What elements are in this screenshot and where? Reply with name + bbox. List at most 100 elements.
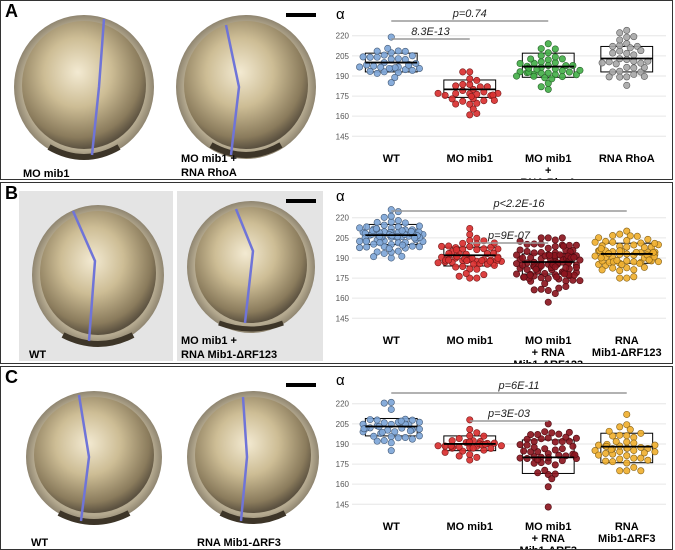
data-point	[576, 277, 584, 285]
data-point	[623, 438, 631, 446]
x-category-label: RNA RhoA	[520, 177, 576, 179]
data-point	[623, 467, 631, 475]
data-point	[394, 247, 402, 255]
x-category-label: MO mib1	[447, 153, 493, 165]
data-point	[366, 53, 374, 61]
data-point	[530, 72, 538, 80]
data-point	[380, 51, 388, 59]
data-point	[445, 256, 453, 264]
data-point	[630, 64, 638, 72]
data-point	[551, 236, 559, 244]
data-point	[551, 242, 559, 250]
data-point	[605, 427, 613, 435]
data-point	[394, 217, 402, 225]
data-point	[520, 447, 528, 455]
data-point	[452, 100, 460, 108]
data-point	[616, 36, 624, 44]
data-point	[473, 240, 481, 248]
data-point	[565, 428, 573, 436]
data-point	[372, 225, 380, 233]
data-point	[356, 63, 364, 71]
data-point	[544, 234, 552, 242]
data-point	[534, 431, 542, 439]
scale-bar	[286, 383, 316, 387]
data-point	[616, 467, 624, 475]
y-tick-label: 145	[336, 500, 350, 509]
data-point	[359, 53, 367, 61]
data-point	[651, 441, 659, 449]
data-point	[630, 51, 638, 59]
x-category-label: Mib1-ΔRF123	[592, 347, 662, 359]
data-point	[636, 259, 644, 267]
y-tick-label: 175	[336, 92, 350, 101]
data-point	[494, 245, 502, 253]
data-point	[569, 61, 577, 69]
panel-label: B	[5, 183, 18, 203]
data-point	[455, 435, 463, 443]
data-point	[415, 243, 423, 251]
data-point	[415, 418, 423, 426]
data-point	[548, 75, 556, 83]
data-point	[370, 253, 378, 261]
data-point	[616, 73, 624, 81]
embryo-image-2	[187, 391, 319, 524]
data-point	[548, 429, 556, 437]
data-point	[448, 437, 456, 445]
data-point	[555, 430, 563, 438]
data-point	[373, 437, 381, 445]
data-point	[544, 503, 552, 511]
data-point	[406, 427, 414, 435]
data-point	[640, 449, 648, 457]
data-point	[530, 286, 538, 294]
embryo-image-2	[187, 201, 315, 333]
x-category-label: RNA	[615, 521, 639, 533]
data-point	[466, 265, 474, 273]
data-point	[513, 260, 521, 268]
data-point	[519, 254, 527, 262]
embryo-image-1	[26, 391, 162, 525]
data-point	[473, 429, 481, 437]
data-point	[595, 441, 603, 449]
data-point	[480, 97, 488, 105]
data-point	[541, 280, 549, 288]
data-point	[366, 416, 374, 424]
data-point	[408, 242, 416, 250]
data-point	[626, 44, 634, 52]
data-point	[644, 235, 652, 243]
panel-b: B WT MO mib1 + RNA Mib1-ΔRF123 145 160 175…	[0, 182, 673, 364]
data-point	[520, 273, 528, 281]
data-point	[558, 73, 566, 81]
x-category-label: +	[545, 165, 551, 177]
data-point	[356, 237, 364, 245]
data-point	[537, 240, 545, 248]
data-point	[616, 274, 624, 282]
data-point	[551, 446, 559, 454]
data-point	[399, 241, 407, 249]
data-point	[548, 475, 556, 483]
data-point	[380, 213, 388, 221]
data-point	[537, 234, 545, 242]
data-point	[602, 457, 610, 465]
data-point	[516, 441, 524, 449]
x-category-label: + RNA	[532, 533, 565, 545]
y-tick-label: 220	[336, 32, 350, 41]
data-point	[380, 68, 388, 76]
data-point	[387, 447, 395, 455]
panel-a: A MO mib1 MO mib1 + RNA RhoA 145 160 175 19…	[0, 0, 673, 180]
data-point	[558, 445, 566, 453]
data-point	[452, 263, 460, 271]
y-tick-label: 145	[336, 132, 350, 141]
data-point	[478, 257, 486, 265]
data-point	[448, 95, 456, 103]
data-point	[387, 212, 395, 220]
data-point	[401, 219, 409, 227]
data-point	[609, 264, 617, 272]
y-tick-label: 160	[336, 294, 350, 303]
y-axis-label: α	[336, 6, 345, 23]
data-point	[394, 47, 402, 55]
data-point	[459, 97, 467, 105]
data-point	[626, 232, 634, 240]
data-point	[455, 272, 463, 280]
data-point	[544, 298, 552, 306]
data-point	[387, 405, 395, 413]
